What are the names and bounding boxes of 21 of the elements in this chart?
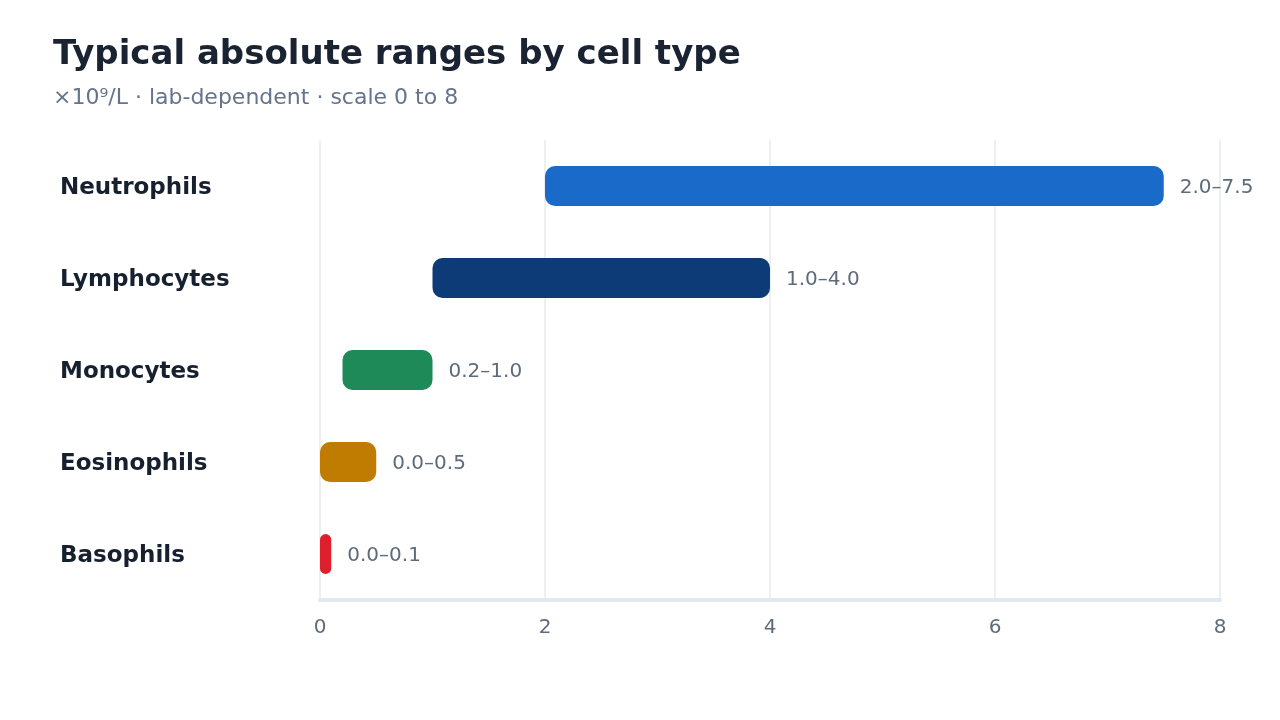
data-label: 0.2–1.0 xyxy=(448,358,523,382)
chart-title: Typical absolute ranges by cell type xyxy=(53,32,741,72)
data-label: 1.0–4.0 xyxy=(786,266,860,290)
x-tick-label: 6 xyxy=(988,614,1002,638)
x-tick-label: 2 xyxy=(538,614,552,638)
data-label: 0.0–0.5 xyxy=(392,450,466,474)
data-label: 2.0–7.5 xyxy=(1179,174,1254,198)
bar xyxy=(342,350,433,390)
data-label: 0.0–0.1 xyxy=(347,542,421,566)
x-tick-label: 8 xyxy=(1213,614,1227,638)
bar xyxy=(432,258,770,298)
y-tick-label: Basophils xyxy=(60,541,185,567)
bar xyxy=(545,166,1164,206)
y-tick-label: Neutrophils xyxy=(60,173,212,199)
y-tick-label: Monocytes xyxy=(60,357,200,383)
chart-subtitle: ×10⁹/L · lab-dependent · scale 0 to 8 xyxy=(53,83,459,109)
y-tick-label: Lymphocytes xyxy=(60,265,230,291)
bar xyxy=(320,442,377,482)
y-tick-label: Eosinophils xyxy=(60,449,208,475)
x-tick-label: 0 xyxy=(313,614,327,638)
x-tick-label: 4 xyxy=(763,614,777,638)
